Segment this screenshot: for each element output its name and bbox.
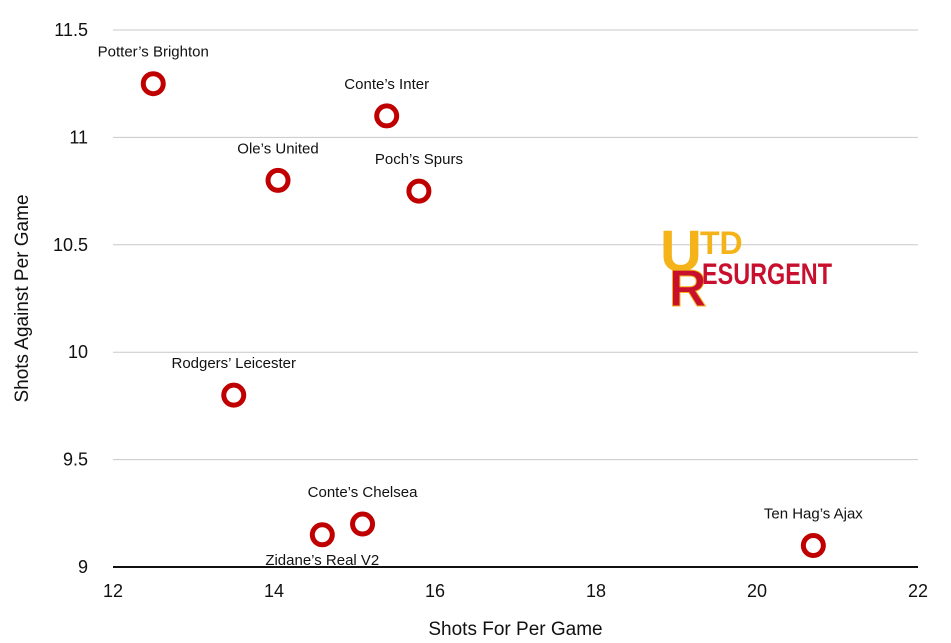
x-tick-label: 22 — [908, 581, 928, 601]
data-point — [350, 511, 376, 537]
x-tick-label: 16 — [425, 581, 445, 601]
data-point — [800, 533, 826, 559]
y-tick-label: 11 — [69, 127, 88, 147]
gridlines — [113, 29, 918, 461]
x-tick-label: 14 — [264, 581, 284, 601]
y-tick-label: 10 — [68, 342, 88, 362]
logo-top-text: TD — [700, 225, 743, 261]
data-point — [309, 522, 335, 548]
x-tick-label: 20 — [747, 581, 767, 601]
utd-resurgent-logo: U R TD ESURGENT — [660, 219, 832, 319]
data-point — [265, 167, 291, 193]
point-label: Ten Hag’s Ajax — [764, 506, 863, 523]
point-label: Potter’s Brighton — [98, 44, 209, 61]
data-point — [374, 103, 400, 129]
point-label: Ole’s United — [237, 140, 318, 157]
data-points: Potter’s Brighton Conte’s Inter Ole’s Unit… — [98, 44, 864, 569]
x-tick-label: 12 — [103, 581, 123, 601]
logo-letter-r: R — [669, 260, 707, 318]
y-tick-label: 11.5 — [54, 20, 88, 40]
y-tick-label: 9 — [78, 557, 88, 577]
y-axis-ticks: 9 9.5 10 10.5 11 11.5 — [53, 20, 88, 577]
data-point — [221, 382, 247, 408]
point-label: Rodgers’ Leicester — [171, 355, 296, 372]
point-label: Zidane’s Real V2 — [265, 552, 379, 569]
y-tick-label: 10.5 — [53, 235, 88, 255]
data-point — [140, 71, 166, 97]
x-axis-title: Shots For Per Game — [428, 619, 602, 640]
logo-bottom-text: ESURGENT — [702, 258, 832, 291]
x-axis-ticks: 12 14 16 18 20 22 — [103, 581, 928, 601]
y-tick-label: 9.5 — [63, 450, 88, 470]
y-axis-title: Shots Against Per Game — [12, 194, 33, 402]
data-point — [406, 178, 432, 204]
point-label: Conte’s Chelsea — [308, 484, 418, 501]
point-label: Poch’s Spurs — [375, 151, 463, 168]
logo-letter-u: U — [660, 219, 702, 284]
point-label: Conte’s Inter — [344, 76, 429, 93]
x-tick-label: 18 — [586, 581, 606, 601]
